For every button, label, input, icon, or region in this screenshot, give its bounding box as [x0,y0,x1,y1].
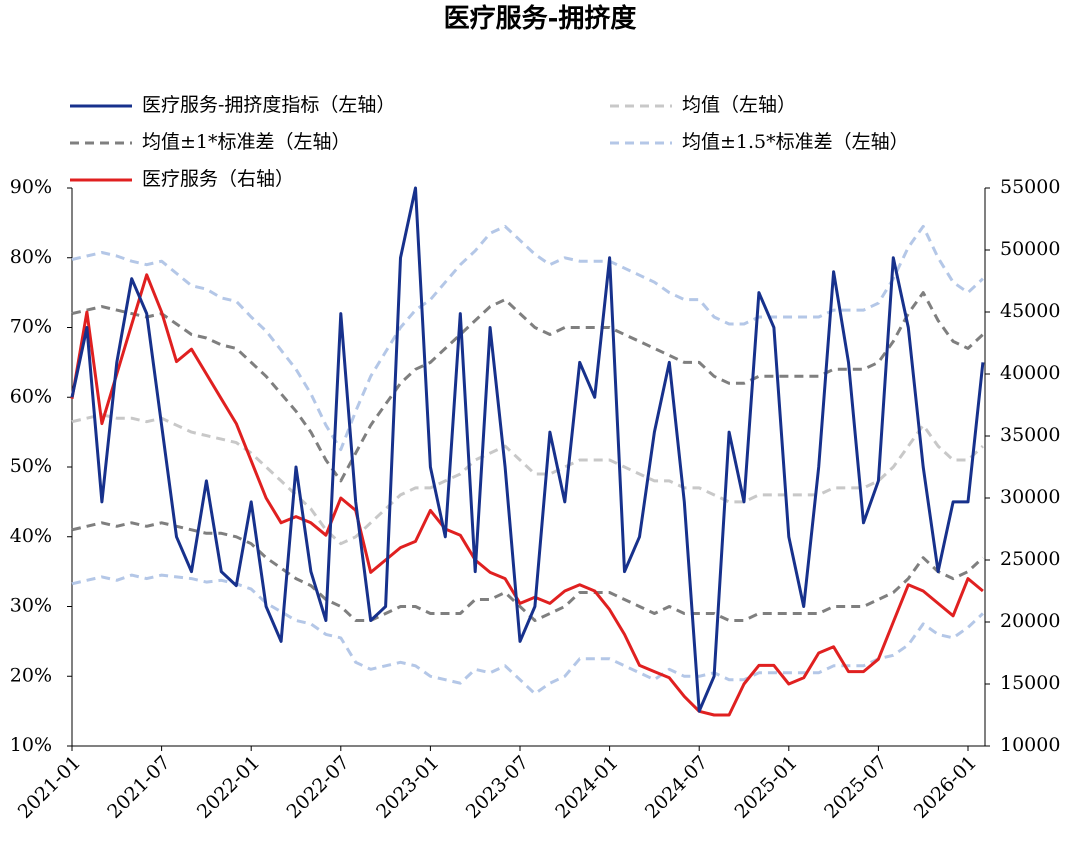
x-tick-label: 2022-01 [193,752,264,823]
y-tick-label: 80% [10,246,52,268]
x-tick-label: 2024-07 [641,752,712,823]
y-tick-label: 40% [10,525,52,547]
y-tick-label: 50% [10,455,52,477]
x-tick-label: 2021-07 [103,752,174,823]
y-tick-label: 90% [10,176,52,198]
series-line [71,521,984,622]
legend-label: 医疗服务-拥挤度指标（左轴） [142,94,395,116]
x-tick-label: 2025-01 [730,752,801,823]
x-tick-label: 2021-01 [14,752,85,823]
legend-label: 医疗服务（右轴） [142,168,294,190]
series-line [71,573,984,696]
y-tick-label: 30% [10,595,52,617]
y2-tick-label: 25000 [1000,548,1060,570]
series-line [70,273,984,717]
series-line [71,291,984,483]
y2-tick-label: 55000 [1000,176,1060,198]
x-tick-label: 2023-07 [462,752,533,823]
y-tick-label: 10% [10,734,52,756]
y2-tick-label: 20000 [1000,610,1060,632]
series-line [70,186,985,713]
series-line [71,413,984,546]
y2-tick-label: 10000 [1000,734,1060,756]
y2-tick-label: 30000 [1000,486,1060,508]
legend-label: 均值±1.5*标准差（左轴） [682,131,909,153]
legend-label: 均值±1*标准差（左轴） [142,131,351,153]
y-tick-label: 20% [10,664,52,686]
chart-title: 医疗服务-拥挤度 [444,3,637,34]
x-tick-label: 2024-01 [551,752,622,823]
x-tick-label: 2026-01 [910,752,981,823]
y2-tick-label: 45000 [1000,300,1060,322]
series-line [71,224,984,452]
y2-tick-label: 35000 [1000,424,1060,446]
y-tick-label: 60% [10,385,52,407]
y2-tick-label: 50000 [1000,238,1060,260]
x-tick-label: 2023-01 [372,752,443,823]
x-tick-label: 2022-07 [282,752,353,823]
y2-tick-label: 40000 [1000,362,1060,384]
y-tick-label: 70% [10,316,52,338]
legend-label: 均值（左轴） [682,94,796,116]
x-tick-label: 2025-07 [820,752,891,823]
y2-tick-label: 15000 [1000,672,1060,694]
